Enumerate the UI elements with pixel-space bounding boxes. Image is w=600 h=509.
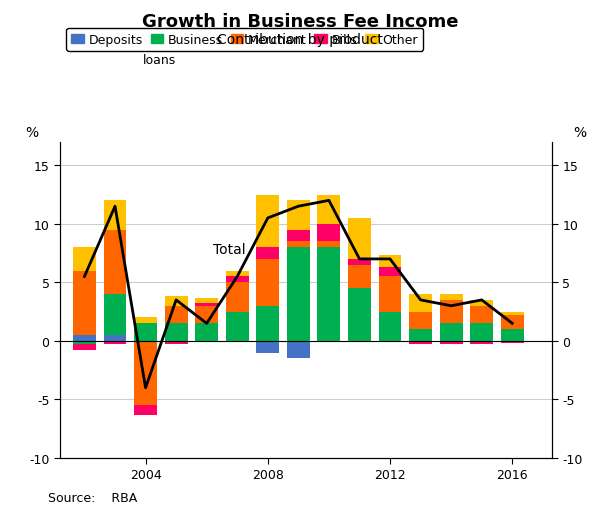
Bar (73, 341, 96, 345)
Legend: Deposits, Business, Merchant, Bills, Other: Deposits, Business, Merchant, Bills, Oth… (66, 29, 423, 52)
Bar (379, 312, 401, 341)
Bar (195, 298, 218, 304)
Bar (501, 341, 524, 344)
Bar (379, 277, 401, 312)
Bar (73, 271, 96, 335)
Bar (348, 289, 371, 341)
Text: %: % (574, 125, 586, 139)
Bar (104, 341, 127, 345)
Bar (287, 248, 310, 341)
Bar (226, 283, 249, 312)
Bar (379, 268, 401, 277)
Bar (348, 260, 371, 265)
Text: Contribution by product: Contribution by product (217, 33, 383, 47)
Bar (164, 341, 188, 345)
Bar (164, 297, 188, 306)
Bar (409, 329, 432, 341)
Bar (195, 324, 218, 341)
Bar (470, 300, 493, 306)
Bar (256, 341, 279, 353)
Bar (73, 335, 96, 341)
Bar (379, 256, 401, 268)
Bar (348, 218, 371, 260)
Bar (409, 341, 432, 345)
Bar (287, 230, 310, 242)
Bar (164, 324, 188, 341)
Bar (104, 295, 127, 335)
Bar (470, 306, 493, 324)
Text: Total: Total (213, 243, 245, 257)
Bar (501, 316, 524, 329)
Bar (134, 341, 157, 406)
Bar (440, 324, 463, 341)
Bar (256, 260, 279, 306)
Bar (104, 201, 127, 230)
Bar (440, 300, 463, 324)
Text: Source:    RBA: Source: RBA (48, 491, 137, 504)
Bar (256, 195, 279, 248)
Bar (104, 230, 127, 295)
Bar (287, 201, 310, 230)
Bar (470, 324, 493, 341)
Bar (501, 312, 524, 316)
Bar (195, 306, 218, 324)
Text: loans: loans (142, 53, 176, 66)
Bar (287, 242, 310, 248)
Bar (317, 242, 340, 248)
Text: %: % (26, 125, 38, 139)
Bar (256, 248, 279, 260)
Bar (317, 224, 340, 242)
Bar (73, 248, 96, 271)
Bar (226, 271, 249, 277)
Bar (317, 248, 340, 341)
Bar (195, 304, 218, 306)
Bar (256, 306, 279, 341)
Bar (134, 406, 157, 415)
Bar (134, 324, 157, 341)
Bar (317, 195, 340, 224)
Bar (409, 295, 432, 312)
Bar (73, 345, 96, 351)
Bar (409, 312, 432, 329)
Bar (226, 312, 249, 341)
Bar (470, 341, 493, 345)
Bar (164, 306, 188, 324)
Bar (226, 277, 249, 283)
Text: Growth in Business Fee Income: Growth in Business Fee Income (142, 13, 458, 31)
Bar (348, 265, 371, 289)
Bar (440, 341, 463, 345)
Bar (501, 329, 524, 341)
Bar (440, 295, 463, 300)
Bar (104, 335, 127, 341)
Bar (287, 341, 310, 359)
Bar (134, 318, 157, 324)
